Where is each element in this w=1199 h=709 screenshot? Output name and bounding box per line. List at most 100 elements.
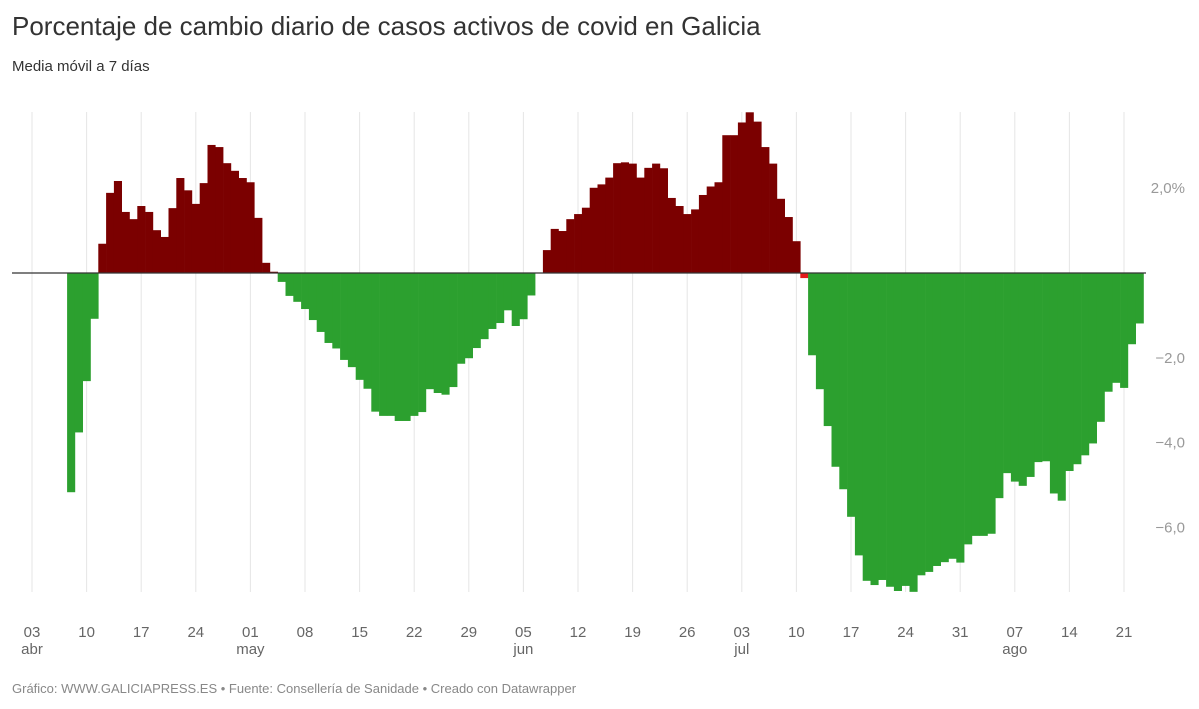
bar: [527, 273, 536, 296]
x-month-label: ago: [1002, 641, 1027, 658]
bar: [379, 273, 388, 416]
y-tick-label: −6,0: [1155, 519, 1185, 536]
bar: [613, 163, 622, 273]
x-tick-label: 22: [406, 624, 423, 641]
bar: [308, 273, 317, 321]
bar: [480, 273, 489, 340]
bar: [745, 112, 754, 273]
bar: [1065, 273, 1074, 472]
bar: [659, 168, 668, 273]
bar: [675, 206, 684, 273]
bar: [839, 273, 848, 490]
bar: [636, 177, 645, 273]
x-tick-label: 12: [570, 624, 587, 641]
bar: [800, 273, 809, 279]
bar: [581, 207, 590, 273]
bar: [542, 250, 551, 273]
x-tick-label: 10: [788, 624, 805, 641]
bar: [1026, 273, 1035, 477]
bar: [488, 273, 497, 329]
bar: [550, 228, 559, 273]
bar: [1127, 273, 1136, 345]
x-tick-label: 29: [460, 624, 477, 641]
bar: [776, 198, 785, 273]
bar: [792, 241, 801, 273]
bar: [1018, 273, 1027, 486]
chart-footer: Gráfico: WWW.GALICIAPRESS.ES • Fuente: C…: [12, 681, 577, 696]
bar: [893, 273, 902, 591]
bar: [737, 122, 746, 273]
bar: [1042, 273, 1051, 462]
bar: [683, 214, 692, 273]
bar: [301, 273, 310, 310]
x-month-label: abr: [21, 641, 43, 658]
bar: [137, 206, 146, 273]
y-tick-label: −4,0: [1155, 435, 1185, 452]
bar: [371, 273, 380, 412]
bar: [74, 273, 83, 433]
bar: [223, 163, 232, 273]
bar: [901, 273, 910, 586]
bar: [90, 273, 99, 319]
bar: [932, 273, 941, 566]
bar: [1096, 273, 1105, 422]
x-tick-label: 17: [133, 624, 150, 641]
x-month-label: jul: [733, 641, 749, 658]
bar: [784, 217, 793, 273]
bar: [870, 273, 879, 586]
bar: [277, 273, 286, 282]
bar: [340, 273, 349, 360]
bar: [730, 135, 739, 273]
bar: [316, 273, 325, 332]
chart-subtitle: Media móvil a 7 días: [12, 58, 150, 75]
bar: [519, 273, 528, 320]
bar: [1120, 273, 1129, 388]
bar: [230, 170, 239, 273]
bar: [761, 147, 770, 273]
bar: [168, 208, 177, 273]
x-tick-label: 08: [297, 624, 314, 641]
x-tick-label: 03: [733, 624, 750, 641]
bar: [386, 273, 395, 416]
bar: [254, 217, 263, 273]
bar: [441, 273, 450, 395]
bar: [878, 273, 887, 580]
bar: [917, 273, 926, 576]
bar: [129, 219, 138, 273]
bar: [496, 273, 505, 324]
bar: [347, 273, 356, 368]
bar: [722, 135, 731, 273]
x-tick-label: 17: [843, 624, 860, 641]
bar: [769, 163, 778, 273]
bar: [753, 121, 762, 273]
bar: [1034, 273, 1043, 463]
bar: [145, 211, 154, 273]
x-tick-label: 21: [1116, 624, 1133, 641]
bar: [909, 273, 918, 592]
bar: [815, 273, 824, 390]
bar: [589, 187, 598, 273]
x-tick-label: 14: [1061, 624, 1078, 641]
bar: [1112, 273, 1121, 383]
bar: [854, 273, 863, 556]
bar: [332, 273, 341, 349]
bar: [948, 273, 957, 559]
bar: [574, 214, 583, 273]
bar: [971, 273, 980, 536]
bar: [706, 186, 715, 273]
bar: [184, 190, 193, 273]
x-tick-label: 05: [515, 624, 532, 641]
bar: [558, 231, 567, 273]
x-tick-label: 26: [679, 624, 696, 641]
bar: [285, 273, 294, 296]
bar: [98, 243, 107, 273]
bar: [964, 273, 973, 545]
x-month-label: may: [236, 641, 265, 658]
bar: [605, 177, 614, 273]
bar: [363, 273, 372, 389]
bar: [121, 211, 130, 273]
bar: [449, 273, 458, 388]
x-tick-label: 24: [897, 624, 914, 641]
bar: [191, 203, 200, 273]
x-tick-label: 31: [952, 624, 969, 641]
